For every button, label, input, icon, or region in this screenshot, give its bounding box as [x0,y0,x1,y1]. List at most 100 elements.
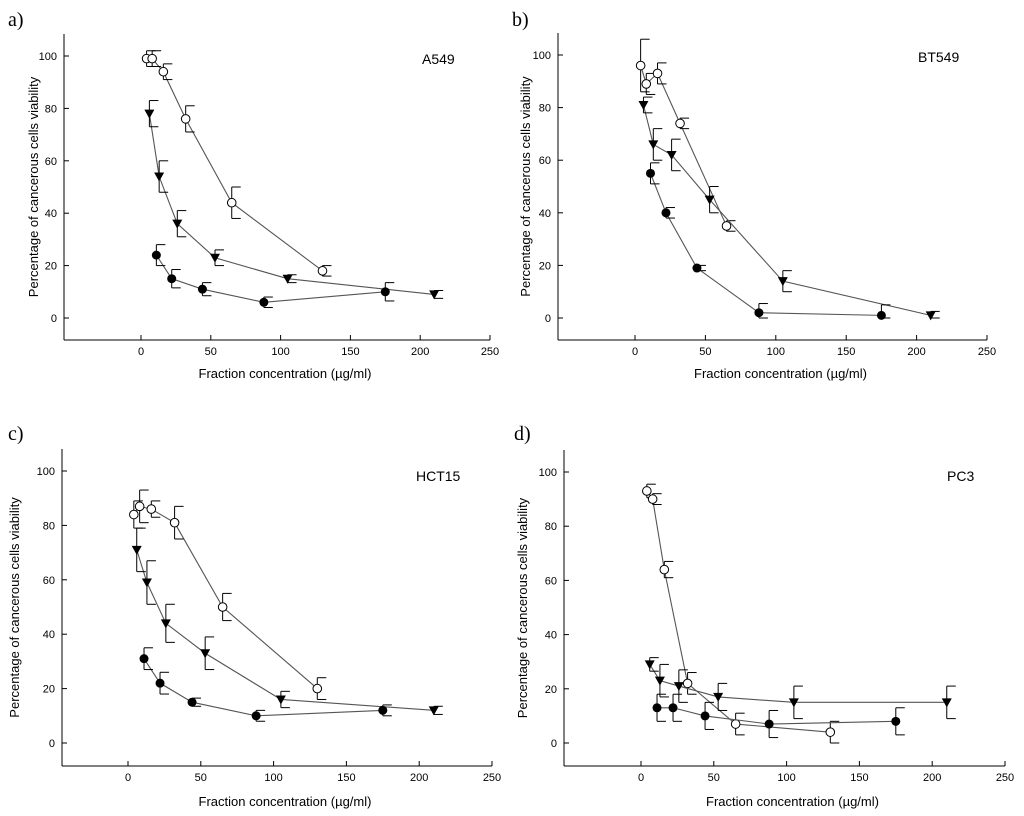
y-tick-label: 80 [539,103,551,115]
data-point-open-circle [682,678,693,689]
x-axis-title: Fraction concentration (µg/ml) [199,366,372,381]
data-point-filled-circle [187,697,197,707]
data-point-filled-circle [155,678,165,688]
series-triangle-down [638,96,940,321]
data-point-open-circle [641,79,652,89]
y-tick-label: 80 [45,103,57,115]
data-point-triangle [644,660,655,670]
data-point-triangle [160,619,171,629]
panel-label: a) [8,9,24,31]
x-tick-label: 150 [850,772,868,784]
y-axis-title: Percentage of cancerous cells viability [7,497,22,718]
x-tick-label: 100 [777,772,795,784]
x-tick-label: 150 [837,346,855,358]
series-line [148,113,435,295]
x-tick-label: 50 [195,772,207,784]
data-point-triangle [648,140,659,150]
data-point-triangle [429,290,440,300]
x-tick-label: 0 [632,346,638,358]
series-open-circle [642,483,840,744]
data-point-triangle [638,100,649,110]
data-point-filled-circle [197,284,207,294]
data-point-open-circle [642,486,652,496]
series-line [146,58,323,272]
data-point-triangle [275,695,286,705]
panel-title: HCT15 [416,468,461,484]
series-line [136,549,434,711]
x-tick-label: 150 [337,772,355,784]
x-tick-label: 50 [699,346,711,358]
data-point-triangle [925,311,936,321]
data-point-filled-circle [652,703,662,713]
chart-panel-2: b) 0 20 40 60 80 100 0 50 100 150 200 250 Fraction co… [512,9,996,381]
x-tick-label: 150 [341,346,359,358]
data-point-triangle [209,253,220,263]
y-axis-title: Percentage of cancerous cells viability [515,497,530,718]
x-tick-label: 200 [411,346,429,358]
data-point-filled-circle [378,705,388,715]
series-filled-circle [652,693,905,739]
data-point-filled-circle [151,250,161,260]
x-tick-label: 250 [483,772,501,784]
y-tick-label: 20 [539,260,551,272]
y-tick-label: 100 [539,467,557,479]
data-point-open-circle [226,197,237,208]
data-point-open-circle [146,504,157,514]
y-tick-label: 40 [539,208,551,220]
series-open-circle [129,489,327,700]
x-tick-label: 200 [410,772,428,784]
x-axis-title: Fraction concentration (µg/ml) [706,794,879,809]
panel-title: BT549 [918,49,959,65]
data-point-triangle [144,109,155,119]
data-point-filled-circle [876,310,886,320]
x-tick-label: 250 [481,346,499,358]
panel-label: d) [514,423,531,445]
series-line [649,173,882,316]
data-point-triangle [654,676,665,686]
data-point-open-circle [675,118,685,129]
y-tick-label: 100 [533,50,551,62]
y-tick-label: 20 [45,261,57,273]
data-point-filled-circle [661,208,671,218]
x-tick-label: 250 [978,346,996,358]
series-filled-circle [645,162,891,320]
series-line [649,664,947,703]
data-point-triangle [200,649,211,659]
series-open-circle [635,38,736,232]
y-tick-label: 0 [49,738,55,750]
data-point-filled-circle [380,287,390,297]
data-point-triangle [666,150,677,160]
data-point-open-circle [158,66,169,77]
y-axis-title: Percentage of cancerous cells viability [518,76,533,297]
y-tick-label: 0 [551,738,557,750]
data-point-open-circle [317,266,328,276]
y-tick-label: 20 [43,684,55,696]
x-axis-title: Fraction concentration (µg/ml) [694,366,867,381]
x-axis-title: Fraction concentration (µg/ml) [199,794,372,809]
series-line [133,505,318,690]
data-point-filled-circle [700,711,710,721]
data-point-triangle [154,172,165,182]
data-point-triangle [428,706,439,716]
x-tick-label: 100 [767,346,785,358]
data-point-triangle [704,195,715,205]
data-point-triangle [788,698,799,708]
data-point-triangle [713,692,724,702]
data-point-open-circle [659,564,670,575]
y-axis-title: Percentage of cancerous cells viability [26,76,41,297]
data-point-triangle [941,698,952,708]
data-point-triangle [172,219,183,229]
x-tick-label: 50 [205,346,217,358]
data-point-triangle [141,578,152,588]
data-point-filled-circle [891,716,901,726]
data-point-filled-circle [754,308,764,318]
chart-panel-3: c) 0 20 40 60 80 100 0 50 100 150 200 250 Fraction co… [7,423,501,809]
data-point-filled-circle [645,168,655,178]
data-point-triangle [131,545,142,555]
panel-title: A549 [422,51,455,67]
x-tick-label: 50 [708,772,720,784]
data-point-open-circle [312,683,323,694]
panel-label: c) [8,423,24,445]
x-tick-label: 0 [638,772,644,784]
